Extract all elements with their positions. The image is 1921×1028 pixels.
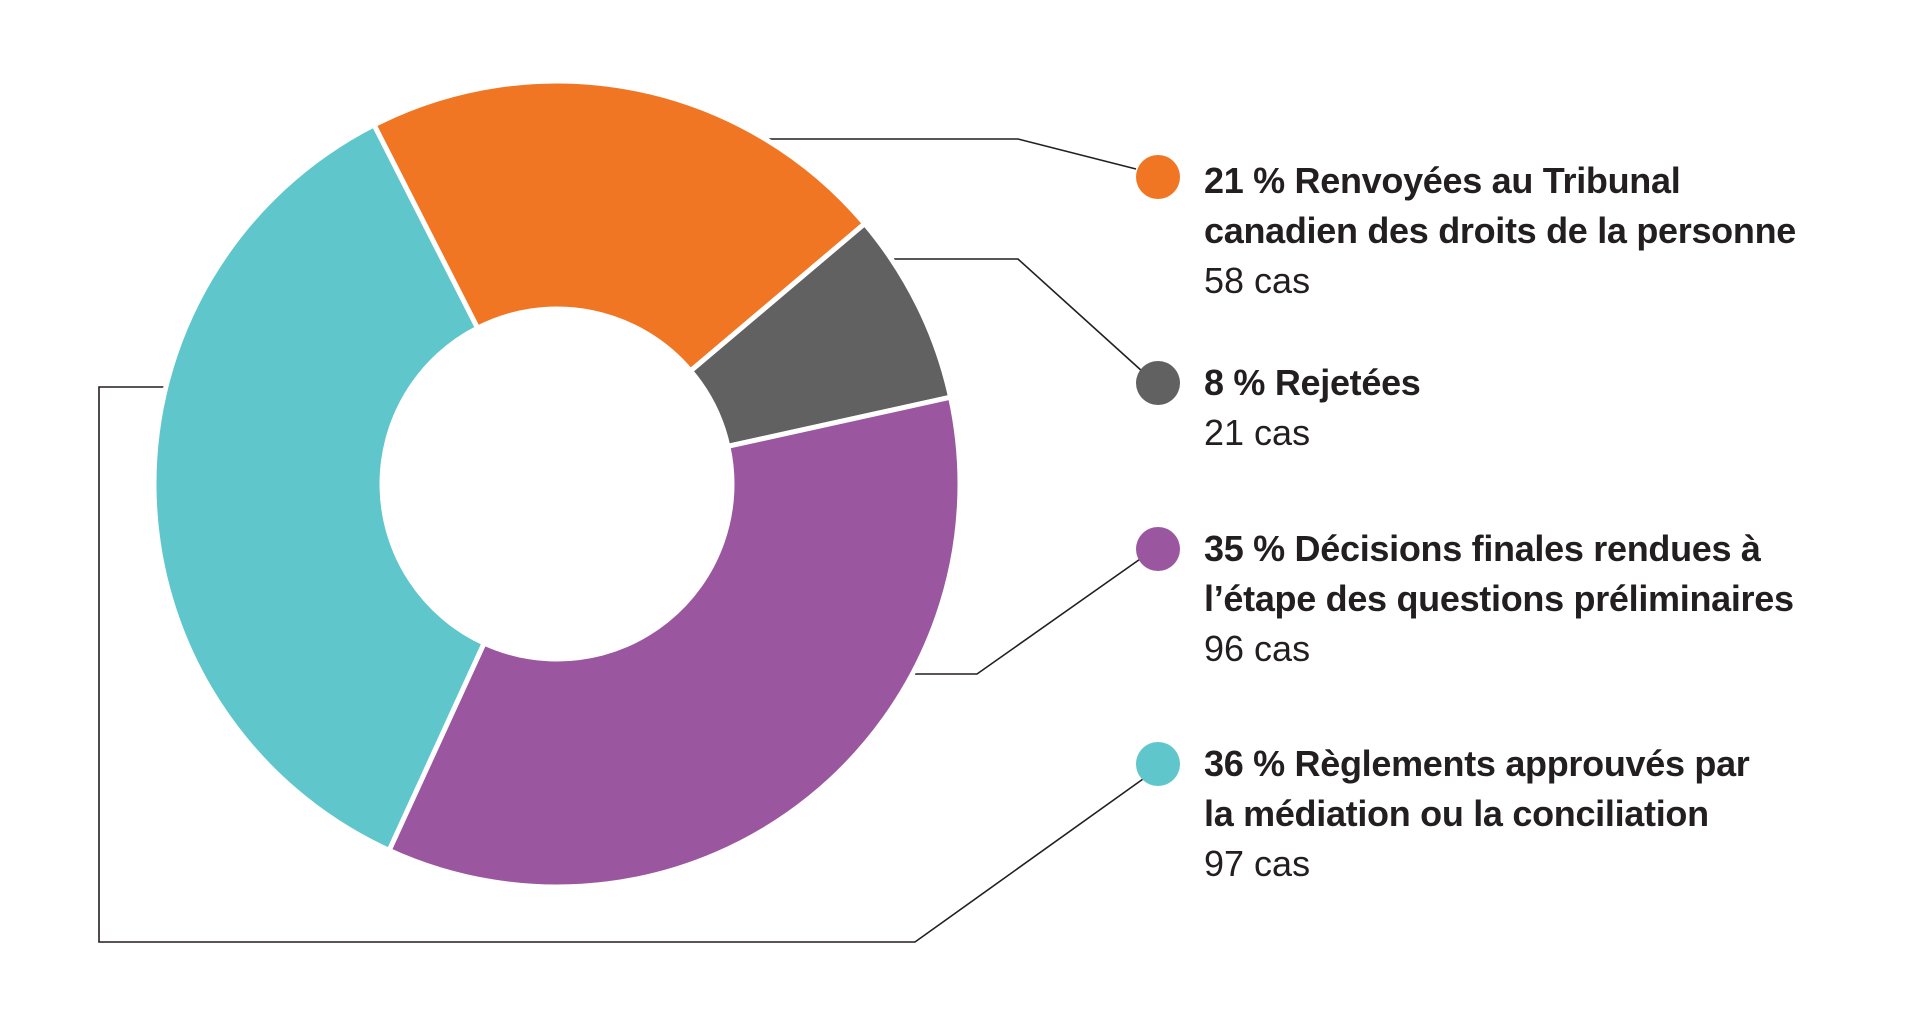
legend-label: la médiation ou la conciliation	[1204, 793, 1709, 834]
legend-label: canadien des droits de la personne	[1204, 210, 1796, 251]
legend-count: 21 cas	[1204, 412, 1311, 453]
legend-item-reglements: 36 % Règlements approuvés par la médiati…	[1204, 739, 1750, 889]
leader-line-decisions	[912, 556, 1144, 675]
slice-reglements	[151, 121, 488, 854]
legend-label: 8 % Rejetées	[1204, 362, 1421, 403]
legend-count: 97 cas	[1204, 843, 1311, 884]
legend-label: 35 % Décisions finales rendues à	[1204, 528, 1761, 569]
legend-item-decisions: 35 % Décisions finales rendues à l’étape…	[1204, 524, 1794, 674]
legend-label: l’étape des questions préliminaires	[1204, 578, 1794, 619]
leader-line-rejetees	[887, 258, 1144, 373]
leader-line-reglements	[98, 386, 1144, 943]
legend-item-rejetees: 8 % Rejetées 21 cas	[1204, 358, 1421, 458]
slice-decisions	[385, 394, 963, 890]
legend-label: 21 % Renvoyées au Tribunal	[1204, 160, 1681, 201]
legend-count: 58 cas	[1204, 260, 1311, 301]
leader-line-renvoyees	[764, 138, 1137, 170]
legend-dot-renvoyees	[1136, 155, 1180, 199]
legend-label: 36 % Règlements approuvés par	[1204, 743, 1750, 784]
legend-item-renvoyees: 21 % Renvoyées au Tribunal canadien des …	[1204, 156, 1796, 306]
slice-renvoyees	[370, 78, 869, 375]
legend-dot-reglements	[1136, 742, 1180, 786]
legend-dot-decisions	[1136, 527, 1180, 571]
legend-count: 96 cas	[1204, 628, 1311, 669]
legend-dot-rejetees	[1136, 361, 1180, 405]
